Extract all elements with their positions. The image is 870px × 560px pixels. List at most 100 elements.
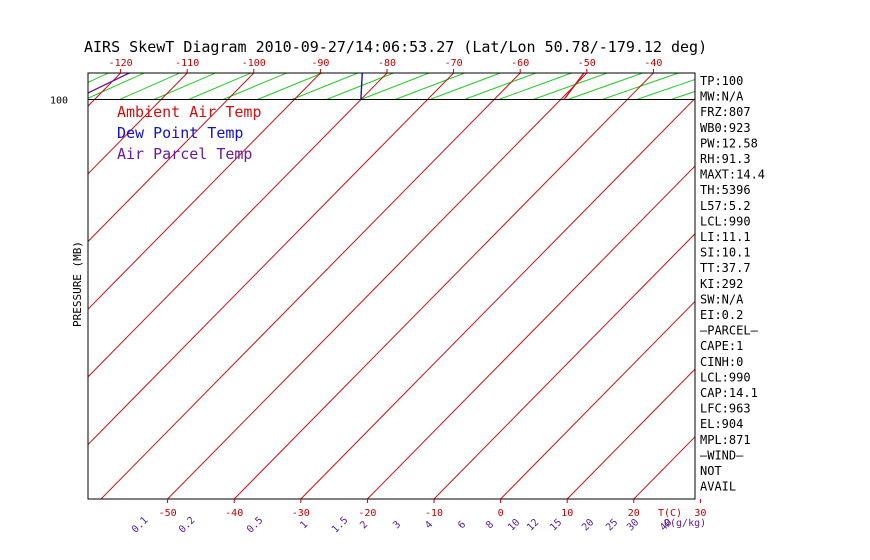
top-tick-label: -120 bbox=[109, 58, 133, 69]
mixing-ratio-label: 15 bbox=[548, 517, 564, 533]
index-item: AVAIL bbox=[700, 480, 736, 494]
legend-parcel: Air Parcel Temp bbox=[117, 145, 252, 163]
index-item: NOT bbox=[700, 464, 722, 478]
index-item: TT:37.7 bbox=[700, 261, 751, 275]
plot-frame bbox=[87, 72, 696, 500]
isotherm bbox=[433, 233, 695, 499]
mixing-ratio-label: 12 bbox=[525, 517, 541, 533]
top-tick-label: -80 bbox=[378, 58, 396, 69]
bottom-tick-label: 10 bbox=[561, 508, 573, 519]
isobar-lines bbox=[88, 99, 695, 100]
isotherm bbox=[0, 73, 54, 499]
bottom-axis-label: T(C) bbox=[658, 508, 682, 519]
index-item: PW:12.58 bbox=[700, 136, 758, 150]
index-item: –WIND– bbox=[700, 448, 744, 462]
isotherm bbox=[88, 73, 321, 310]
mixing-ratio-labels: 0.1 0.2 0.5 1 1.5 2 3 4 6 8 10 12 15 20 25 30 40Q(g/kg) bbox=[130, 515, 706, 536]
pressure-tick-label: 100 bbox=[50, 96, 68, 107]
isotherm bbox=[500, 300, 695, 499]
bottom-tick-label: -20 bbox=[358, 508, 376, 519]
top-tick-label: -60 bbox=[511, 58, 529, 69]
index-item: KI:292 bbox=[700, 277, 743, 291]
index-item: WB0:923 bbox=[700, 121, 751, 135]
isotherm bbox=[88, 73, 255, 243]
index-item: MPL:871 bbox=[700, 433, 751, 447]
mixing-ratio-label: 1 bbox=[298, 519, 310, 531]
index-item: CAPE:1 bbox=[700, 339, 743, 353]
bottom-tick-label: 0 bbox=[498, 508, 504, 519]
mixing-ratio-label: 2 bbox=[358, 519, 370, 531]
top-tick-label: -90 bbox=[311, 58, 329, 69]
isotherm bbox=[566, 368, 695, 499]
legend-dewpoint: Dew Point Temp bbox=[117, 124, 243, 142]
bottom-temp-ticks: -50 -40 -30 -20 -10 0 10 20 30 T(C) bbox=[159, 499, 706, 519]
index-item: –PARCEL– bbox=[700, 324, 759, 338]
mixing-ratio-label: 20 bbox=[580, 517, 596, 533]
index-item: MAXT:14.4 bbox=[700, 168, 765, 182]
index-item: CAP:14.1 bbox=[700, 386, 758, 400]
top-tick-label: -70 bbox=[445, 58, 463, 69]
chart-title: AIRS SkewT Diagram 2010-09-27/14:06:53.2… bbox=[84, 38, 707, 56]
y-axis-label: PRESSURE (MB) bbox=[71, 241, 84, 327]
dry-adiabat bbox=[740, 0, 870, 100]
index-item: CINH:0 bbox=[700, 355, 743, 369]
isotherm bbox=[233, 73, 654, 499]
mixing-ratio-label: 0.5 bbox=[245, 515, 266, 536]
mixing-ratio-label: 0.2 bbox=[177, 515, 198, 536]
mixing-ratio-label: 0.1 bbox=[130, 515, 151, 536]
index-item: EI:0.2 bbox=[700, 308, 743, 322]
index-item: LCL:990 bbox=[700, 370, 751, 384]
dry-adiabat bbox=[775, 0, 870, 100]
isotherm bbox=[167, 73, 588, 499]
bottom-tick-label: 20 bbox=[628, 508, 640, 519]
index-item: TP:100 bbox=[700, 74, 743, 88]
bottom-tick-label: -50 bbox=[159, 508, 177, 519]
isotherm-lines bbox=[0, 73, 870, 499]
top-tick-label: -100 bbox=[242, 58, 266, 69]
mixing-ratio-label: 6 bbox=[456, 519, 468, 531]
index-item: L57:5.2 bbox=[700, 199, 751, 213]
mixing-ratio-label: 10 bbox=[506, 517, 522, 533]
legend-ambient: Ambient Air Temp bbox=[117, 103, 262, 121]
isotherm bbox=[100, 73, 521, 499]
index-item: TH:5396 bbox=[700, 183, 751, 197]
mixing-ratio-label: 4 bbox=[423, 519, 435, 531]
bottom-tick-label: -10 bbox=[425, 508, 443, 519]
top-tick-label: -50 bbox=[578, 58, 596, 69]
index-item: EL:904 bbox=[700, 417, 743, 431]
top-tick-label: -110 bbox=[175, 58, 199, 69]
isotherm bbox=[88, 73, 188, 175]
bottom-tick-label: -40 bbox=[225, 508, 243, 519]
pressure-ticks: 1002003004005006007008009001000 bbox=[50, 96, 68, 107]
mixing-axis-label: Q(g/kg) bbox=[664, 518, 706, 529]
mixing-ratio-label: 30 bbox=[625, 517, 641, 533]
isotherm bbox=[300, 97, 695, 499]
mixing-ratio-label: 8 bbox=[484, 519, 496, 531]
index-item: FRZ:807 bbox=[700, 105, 751, 119]
index-item: LI:11.1 bbox=[700, 230, 751, 244]
mixing-ratio-label: 25 bbox=[604, 517, 620, 533]
bottom-tick-label: 30 bbox=[694, 508, 706, 519]
index-item: MW:N/A bbox=[700, 90, 744, 104]
dry-adiabat bbox=[844, 0, 870, 100]
index-item: LCL:990 bbox=[700, 214, 751, 228]
isotherm bbox=[367, 165, 695, 499]
mixing-ratio-label: 3 bbox=[391, 519, 403, 531]
isotherm bbox=[767, 73, 870, 499]
isotherm bbox=[88, 73, 388, 378]
mixing-ratio-label: 1.5 bbox=[330, 515, 351, 536]
index-item: SW:N/A bbox=[700, 292, 744, 306]
index-item: RH:91.3 bbox=[700, 152, 751, 166]
top-tick-label: -40 bbox=[644, 58, 662, 69]
legend: Ambient Air Temp Dew Point Temp Air Parc… bbox=[117, 103, 262, 163]
dry-adiabat bbox=[809, 0, 870, 100]
index-item: SI:10.1 bbox=[700, 246, 751, 260]
top-temp-ticks: -120 -110 -100 -90 -80 -70 -60 -50 -40 bbox=[109, 58, 662, 73]
index-item: LFC:963 bbox=[700, 402, 751, 416]
isotherm bbox=[834, 73, 870, 499]
isotherm bbox=[88, 73, 121, 107]
bottom-tick-label: -30 bbox=[292, 508, 310, 519]
isotherm bbox=[88, 73, 454, 446]
